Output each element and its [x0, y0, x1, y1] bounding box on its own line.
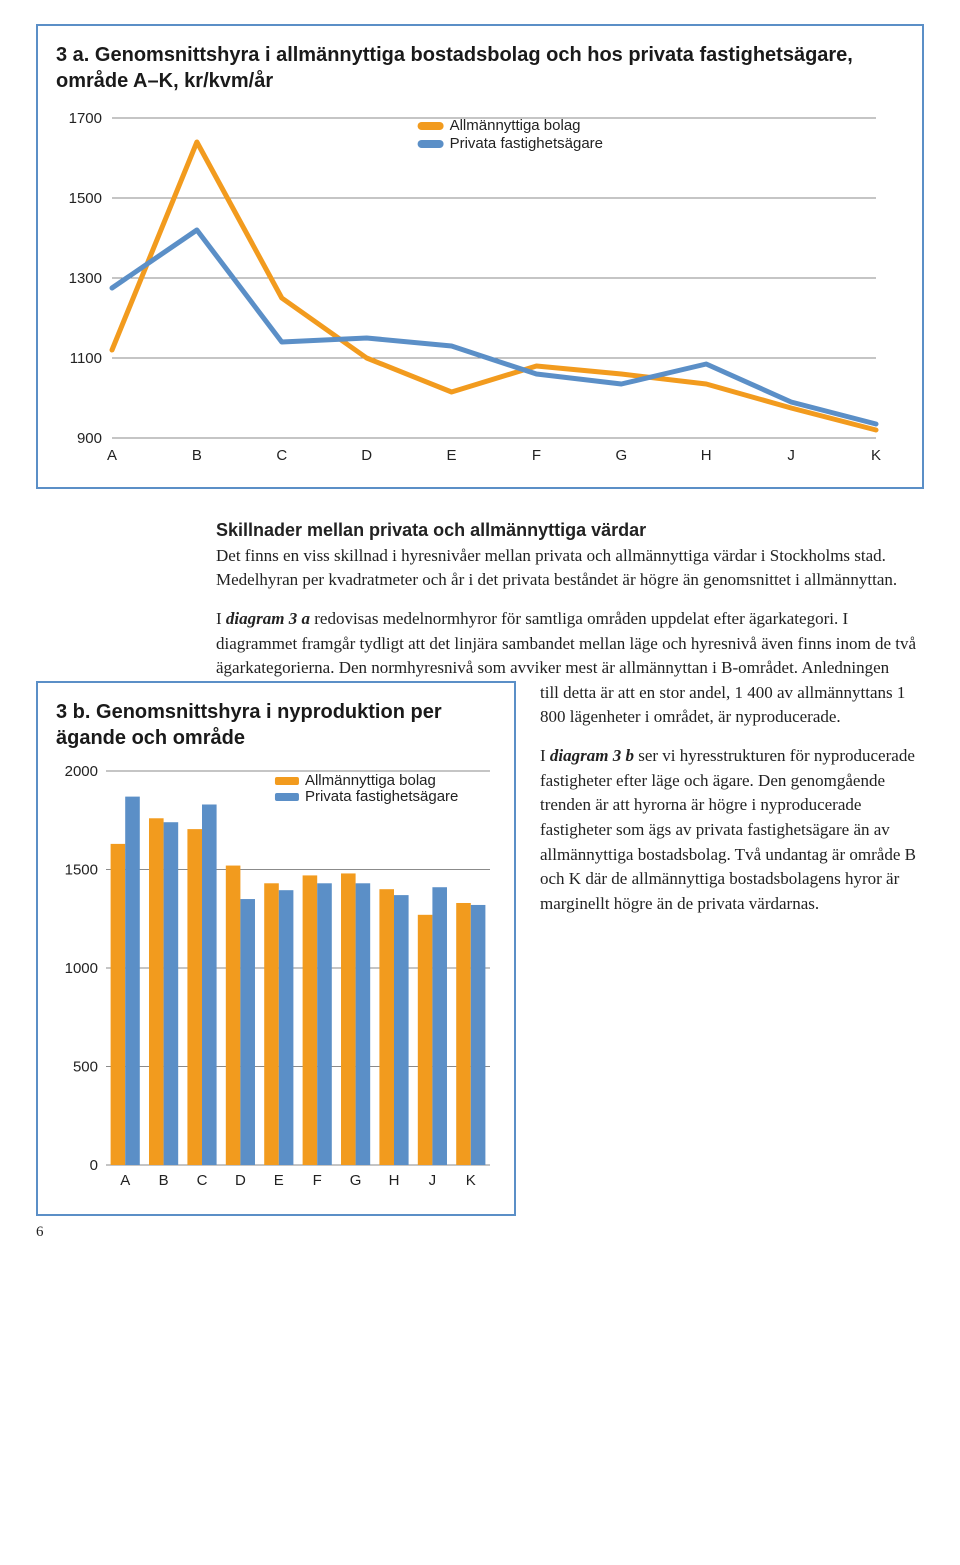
chart-3b-ytick: 500: [73, 1058, 98, 1075]
paragraph-1-heading: Skillnader mellan privata och allmännytt…: [216, 520, 646, 540]
chart-3a-ytick: 1300: [69, 270, 102, 287]
paragraph-1: Skillnader mellan privata och allmännytt…: [36, 517, 924, 593]
left-column: 3 b. Genomsnittshyra i nyproduktion per …: [36, 681, 516, 1216]
chart-3a-xtick: H: [701, 447, 712, 464]
chart-3b-bar: [164, 822, 179, 1165]
legend-label-2: Privata fastighetsägare: [305, 788, 458, 805]
right-column: till detta är att en stor andel, 1 400 a…: [540, 681, 924, 931]
chart-3b-xtick: C: [197, 1172, 208, 1189]
chart-3b-bar: [394, 895, 409, 1165]
chart-3b-bar: [226, 865, 241, 1164]
chart-3b-xtick: J: [429, 1172, 437, 1189]
para3-prefix: I: [540, 746, 550, 765]
chart-3b-bar: [279, 890, 294, 1165]
para3-body: ser vi hyresstrukturen för nyproducerade…: [540, 746, 916, 913]
chart-3b-bar: [471, 905, 486, 1165]
legend-label-1: Allmännyttiga bolag: [450, 117, 581, 134]
legend-label-1: Allmännyttiga bolag: [305, 772, 436, 789]
chart-3b-xtick: K: [466, 1172, 476, 1189]
chart-3b-bar: [418, 915, 433, 1165]
chart-3a-ytick: 1700: [69, 110, 102, 127]
para2-prefix: I: [216, 609, 226, 628]
chart-3a-ytick: 900: [77, 430, 102, 447]
chart-3b-bar: [432, 887, 447, 1165]
chart-3b-ytick: 1500: [65, 861, 98, 878]
chart-3a-xtick: J: [787, 447, 795, 464]
chart-3b-bar: [111, 844, 126, 1165]
chart-3b-bar: [202, 804, 217, 1165]
chart-3b-bar: [356, 883, 371, 1165]
two-column-region: 3 b. Genomsnittshyra i nyproduktion per …: [36, 681, 924, 1216]
chart-3b-bar: [303, 875, 318, 1165]
chart-3b-title: 3 b. Genomsnittshyra i nyproduktion per …: [56, 699, 496, 751]
chart-3b-xtick: B: [159, 1172, 169, 1189]
para3-em: diagram 3 b: [550, 746, 634, 765]
chart-3a-xtick: F: [532, 447, 541, 464]
chart-3b-xtick: E: [274, 1172, 284, 1189]
chart-3a-svg: 900 1100 1300 1500 1700 Allmännyttiga bolagPr…: [56, 108, 886, 468]
chart-3b-svg: 0 500 1000 1500 2000 Allmännyttiga bolagPriva…: [56, 765, 496, 1195]
chart-3a-legend: Allmännyttiga bolagPrivata fastighetsäga…: [418, 117, 603, 152]
chart-3b-ytick: 0: [90, 1157, 98, 1174]
chart-3b-bar: [187, 829, 202, 1165]
chart-3a-xtick: B: [192, 447, 202, 464]
chart-3b-bar: [456, 903, 471, 1165]
paragraph-3: I diagram 3 b ser vi hyresstrukturen för…: [540, 744, 924, 916]
chart-3b-ytick: 1000: [65, 960, 98, 977]
chart-3a-xtick: E: [447, 447, 457, 464]
paragraph-2-right: till detta är att en stor andel, 1 400 a…: [540, 681, 924, 730]
chart-3b-bar: [317, 883, 332, 1165]
chart-3a-xtick: D: [361, 447, 372, 464]
chart-3a-ytick: 1500: [69, 190, 102, 207]
chart-3b-container: 3 b. Genomsnittshyra i nyproduktion per …: [36, 681, 516, 1216]
chart-3b-bar: [149, 818, 164, 1165]
chart-3b-xtick: H: [389, 1172, 400, 1189]
chart-3b-xtick: D: [235, 1172, 246, 1189]
legend-label-2: Privata fastighetsägare: [450, 135, 603, 152]
chart-3b-bar: [341, 873, 356, 1165]
chart-3a-xtick: K: [871, 447, 881, 464]
chart-3b-xtick: G: [350, 1172, 362, 1189]
chart-3a-xtick: A: [107, 447, 117, 464]
paragraph-2-top: I diagram 3 a redovisas medelnormhyror f…: [36, 607, 924, 681]
chart-3a-ytick: 1100: [70, 350, 102, 367]
chart-3a-title: 3 a. Genomsnittshyra i allmännyttiga bos…: [56, 42, 904, 94]
chart-3b-xtick: F: [313, 1172, 322, 1189]
chart-3b-bar: [125, 796, 140, 1164]
chart-3a-series: [112, 230, 876, 424]
chart-3b-ytick: 2000: [65, 765, 98, 780]
chart-3b-legend: Allmännyttiga bolagPrivata fastighetsäga…: [275, 772, 458, 805]
chart-3a-xtick: C: [276, 447, 287, 464]
chart-3b-bar: [379, 889, 394, 1165]
chart-3b-xtick: A: [120, 1172, 130, 1189]
page-number: 6: [36, 1224, 924, 1241]
para2-em: diagram 3 a: [226, 609, 310, 628]
chart-3b-bar: [240, 899, 255, 1165]
paragraph-1-body: Det finns en viss skillnad i hyresnivåer…: [216, 546, 897, 590]
chart-3a-container: 3 a. Genomsnittshyra i allmännyttiga bos…: [36, 24, 924, 489]
chart-3a-xtick: G: [615, 447, 627, 464]
para2-body: redovisas medelnormhyror för samtliga om…: [216, 609, 916, 677]
chart-3b-bar: [264, 883, 279, 1165]
